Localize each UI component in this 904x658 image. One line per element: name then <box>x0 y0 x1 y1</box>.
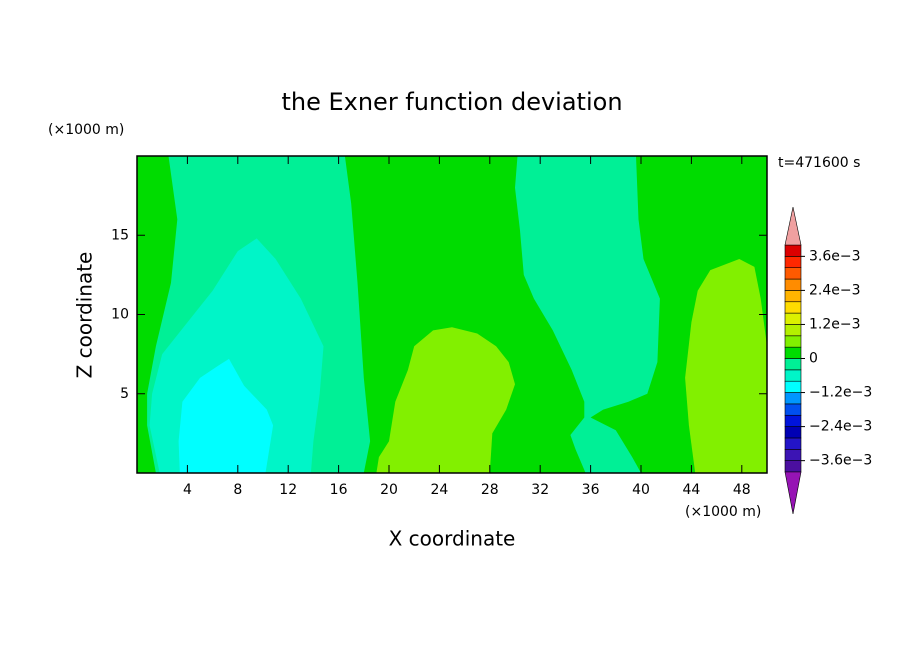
colorbar-under <box>784 471 802 515</box>
colorbar-segment <box>784 380 802 393</box>
x-unit: (×1000 m) <box>685 504 761 520</box>
colorbar-segment <box>784 448 802 461</box>
colorbar-tick-label: −3.6e−3 <box>809 453 872 469</box>
x-tick-label: 32 <box>531 482 549 498</box>
colorbar-tick-label: −1.2e−3 <box>809 385 872 401</box>
colorbar-segment <box>784 392 802 405</box>
y-axis-label: Z coordinate <box>73 252 97 379</box>
colorbar-segment <box>784 324 802 337</box>
contour-region <box>515 156 660 473</box>
colorbar-segment <box>784 267 802 280</box>
colorbar-segment <box>784 346 802 359</box>
y-tick-label: 15 <box>111 227 129 243</box>
chart-title: the Exner function deviation <box>281 88 622 116</box>
colorbar-segment <box>784 301 802 314</box>
plot-area <box>137 156 767 473</box>
contour-fill <box>137 156 767 473</box>
y-tick-label: 10 <box>111 307 129 323</box>
colorbar-segment <box>784 256 802 269</box>
contour-region <box>178 358 274 473</box>
colorbar-segment <box>784 244 802 257</box>
colorbar-tick-label: 0 <box>809 351 818 367</box>
time-label: t=471600 s <box>778 155 860 171</box>
x-tick-label: 12 <box>279 482 297 498</box>
colorbar-segment <box>784 403 802 416</box>
contour-region <box>376 327 515 473</box>
x-tick-label: 48 <box>733 482 751 498</box>
colorbar-tick-label: 3.6e−3 <box>809 248 861 264</box>
colorbar-segment <box>784 278 802 291</box>
x-tick-label: 24 <box>430 482 448 498</box>
colorbar-segment <box>784 414 802 427</box>
colorbar-segment <box>784 290 802 303</box>
x-axis-label: X coordinate <box>389 527 516 551</box>
colorbar-over <box>784 206 802 246</box>
contour-region <box>685 259 767 473</box>
colorbar-tick-label: −2.4e−3 <box>809 419 872 435</box>
x-tick-label: 4 <box>183 482 192 498</box>
x-tick-label: 28 <box>481 482 499 498</box>
colorbar-segment <box>784 460 802 473</box>
colorbar-segment <box>784 437 802 450</box>
colorbar-segment <box>784 335 802 348</box>
colorbar-tick-label: 2.4e−3 <box>809 282 861 298</box>
colorbar-segment <box>784 312 802 325</box>
y-tick-label: 5 <box>120 386 129 402</box>
colorbar-tick-label: 1.2e−3 <box>809 316 861 332</box>
colorbar-segment <box>784 369 802 382</box>
x-tick-label: 40 <box>632 482 650 498</box>
x-tick-label: 20 <box>380 482 398 498</box>
colorbar-segment <box>784 426 802 439</box>
colorbar-segment <box>784 358 802 371</box>
x-tick-label: 16 <box>330 482 348 498</box>
x-tick-label: 8 <box>233 482 242 498</box>
x-tick-label: 36 <box>582 482 600 498</box>
y-unit: (×1000 m) <box>48 122 124 138</box>
x-tick-label: 44 <box>682 482 700 498</box>
